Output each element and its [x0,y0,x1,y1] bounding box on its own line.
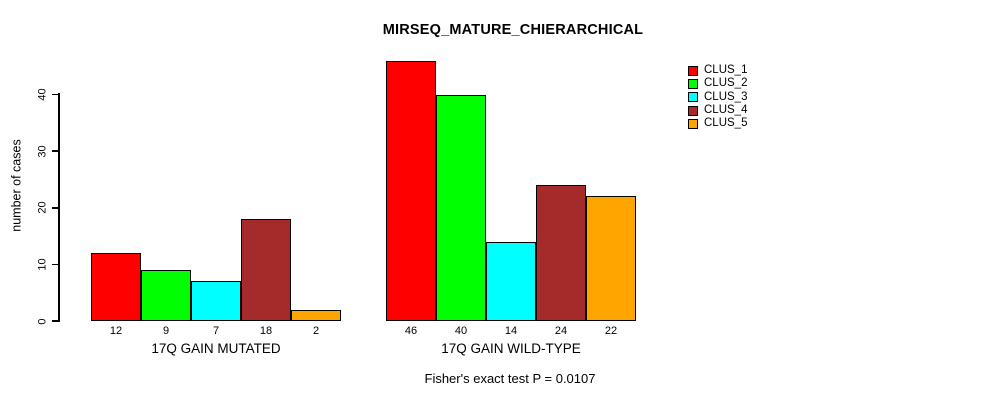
legend-label: CLUS_5 [704,117,748,130]
legend-label: CLUS_3 [704,90,748,103]
bar-value-label: 12 [109,325,123,337]
bar-clus_1 [386,61,436,321]
bar-clus_3 [486,242,536,321]
y-tick-mark [52,263,59,266]
bar-clus_5 [291,310,341,321]
bar-clus_1 [91,253,141,321]
legend-swatch [688,78,698,89]
bar-value-label: 24 [554,325,568,337]
bar-clus_5 [586,196,636,321]
legend-swatch [688,65,698,76]
legend-swatch [688,92,698,103]
y-tick-mark [52,150,59,152]
legend: CLUS_1 CLUS_2 CLUS_3 CLUS_4 CLUS_5 [688,64,747,130]
y-tick-label: 20 [36,201,49,214]
bar-value-label: 2 [312,325,320,337]
legend-swatch [688,105,698,116]
legend-entry: CLUS_1 [688,64,747,77]
bar-value-label: 9 [162,325,170,337]
bar-value-label: 18 [259,325,273,337]
y-axis-label: number of cases [9,139,24,232]
chart-title: MIRSEQ_MATURE_CHIERARCHICAL [382,22,644,38]
legend-entry: CLUS_5 [688,117,747,130]
bar-clus_3 [191,281,241,321]
y-tick-mark [52,93,59,96]
y-tick-mark [52,320,59,322]
y-tick-mark [52,207,59,209]
y-tick-label: 40 [36,88,49,101]
bar-value-label: 7 [212,325,220,337]
legend-entry: CLUS_4 [688,104,747,117]
fisher-test-annotation: Fisher's exact test P = 0.0107 [424,371,596,386]
legend-entry: CLUS_3 [688,91,747,104]
legend-label: CLUS_4 [704,104,748,117]
bar-clus_2 [141,270,191,321]
bar-clus_4 [536,185,586,321]
legend-label: CLUS_1 [704,64,748,77]
group-label: 17Q GAIN WILD-TYPE [441,341,581,356]
bar-clus_4 [241,219,291,321]
bar-clus_2 [436,95,486,321]
bar-value-label: 22 [604,325,618,337]
bar-value-label: 40 [454,325,468,337]
legend-label: CLUS_2 [704,77,748,90]
legend-entry: CLUS_2 [688,77,747,90]
group-label: 17Q GAIN MUTATED [151,341,281,356]
bar-value-label: 14 [504,325,518,337]
bar-value-label: 46 [404,325,418,337]
legend-swatch [688,118,698,129]
y-tick-label: 10 [36,258,49,271]
y-tick-label: 30 [36,145,49,158]
y-tick-label: 0 [36,317,49,325]
